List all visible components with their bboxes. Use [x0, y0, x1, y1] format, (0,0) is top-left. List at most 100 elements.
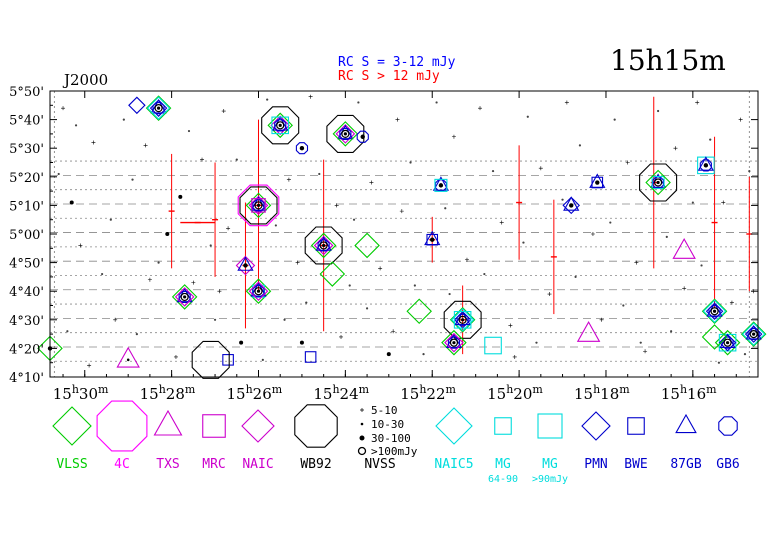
- nvss-point: [156, 106, 161, 110]
- source-marker-pmn: [705, 302, 724, 320]
- legend-label-gb6: GB6: [716, 457, 739, 472]
- nvss-point: [622, 304, 625, 307]
- nvss-point: [729, 300, 734, 305]
- nvss-point: [391, 329, 396, 334]
- legend-marker-gb6: [718, 416, 738, 436]
- nvss-legend-marker: [359, 435, 365, 441]
- legend-label-mg2: MG: [542, 457, 558, 472]
- nvss-point: [122, 118, 125, 121]
- y-tick-label: 5°10': [9, 199, 44, 214]
- source-marker-vlss: [310, 232, 337, 259]
- source-marker-pmn: [718, 333, 737, 352]
- nvss-point: [209, 244, 212, 247]
- nvss-point: [738, 117, 743, 122]
- nvss-point: [725, 341, 730, 345]
- nvss-point: [213, 318, 217, 321]
- source: [235, 255, 256, 276]
- y-tick-label: 4°40': [9, 285, 44, 300]
- legend-marker-mrc: [202, 414, 226, 438]
- nvss-point: [274, 224, 277, 227]
- nvss-point: [178, 194, 183, 199]
- nvss-point: [217, 289, 222, 294]
- nvss-point: [590, 232, 595, 236]
- source-marker-gb6: [252, 285, 265, 298]
- legend-marker-naic5: [435, 407, 473, 445]
- source: [740, 321, 767, 347]
- catalog-sources: [37, 95, 767, 379]
- source-marker-gb6: [356, 130, 369, 143]
- nvss-point: [266, 98, 269, 101]
- nvss-point: [254, 287, 263, 296]
- source-marker-gb6: [252, 199, 265, 212]
- nvss-point: [653, 178, 663, 187]
- source-marker-vlss: [645, 169, 671, 196]
- nvss-point: [348, 284, 351, 287]
- nvss-point: [656, 109, 660, 113]
- source-marker-vlss: [332, 121, 359, 147]
- legend-item-gb6: GB6: [716, 416, 740, 472]
- nvss-point: [343, 132, 347, 136]
- source-marker-naic5: [702, 299, 727, 323]
- nvss-point: [508, 323, 513, 328]
- nvss-point: [599, 317, 604, 322]
- nvss-point: [261, 358, 264, 361]
- source: [443, 300, 482, 339]
- legend-item-wb92: WB92: [294, 404, 338, 472]
- nvss-point: [695, 100, 700, 105]
- source-marker-naic: [248, 281, 269, 301]
- nvss-point: [595, 180, 600, 185]
- legend-label-87gb: 87GB: [670, 457, 701, 472]
- source: [245, 278, 272, 304]
- nvss-point: [66, 330, 69, 333]
- nvss-point: [126, 358, 130, 362]
- nvss-point: [69, 200, 74, 205]
- nvss-point: [369, 180, 374, 185]
- legend-label-txs: TXS: [156, 457, 179, 472]
- source: [701, 298, 728, 324]
- source: [145, 95, 172, 121]
- source-marker-vlss: [145, 95, 172, 121]
- nvss-point: [717, 361, 721, 364]
- nvss-point: [147, 277, 152, 282]
- nvss-point: [57, 172, 60, 176]
- source: [191, 340, 230, 379]
- nvss-point: [748, 169, 751, 173]
- source: [356, 130, 369, 143]
- nvss-point: [365, 307, 369, 310]
- nvss-point: [665, 235, 668, 238]
- y-tick-label: 4°20': [9, 342, 44, 357]
- legend-marker-mg1: [494, 417, 512, 435]
- source-marker-wb92: [443, 300, 482, 339]
- legend-item-txs: TXS: [153, 409, 183, 472]
- source-marker-txs: [576, 320, 601, 342]
- epoch-label: J2000: [62, 71, 108, 89]
- x-tick-label: 15h28m: [140, 383, 196, 403]
- nvss-point: [154, 104, 163, 113]
- nvss-legend-label: >100mJy: [371, 445, 418, 458]
- legend-mg-sub-2: >90mJy: [532, 474, 568, 485]
- source: [714, 329, 741, 356]
- nvss-point: [278, 123, 282, 127]
- nvss-point: [535, 341, 538, 344]
- nvss-point: [464, 257, 469, 262]
- nvss-point: [449, 338, 459, 347]
- nvss-point: [656, 180, 660, 185]
- legend-item-naic: NAIC: [241, 409, 275, 472]
- catalog-legend: VLSS 4C TXS MRC NAIC WB92 NAIC5 MG MG PMN BWE 87GB G…: [52, 400, 740, 485]
- nvss-point: [499, 220, 504, 225]
- nvss-point: [283, 318, 286, 321]
- legend-label-naic5: NAIC5: [434, 457, 473, 472]
- nvss-point: [295, 260, 300, 265]
- nvss-point: [91, 140, 96, 145]
- x-tick-label: 15h26m: [226, 383, 282, 403]
- source: [697, 156, 715, 175]
- nvss-point: [625, 160, 630, 165]
- source: [116, 346, 140, 368]
- source-marker-pmn: [744, 325, 763, 343]
- nvss-point: [749, 330, 758, 339]
- x-tick-label: 15h24m: [313, 383, 369, 403]
- legend-item-mg1: MG: [494, 417, 512, 472]
- legend-item-87gb: 87GB: [670, 413, 702, 472]
- source-marker-pmn: [128, 96, 146, 115]
- source: [406, 298, 432, 324]
